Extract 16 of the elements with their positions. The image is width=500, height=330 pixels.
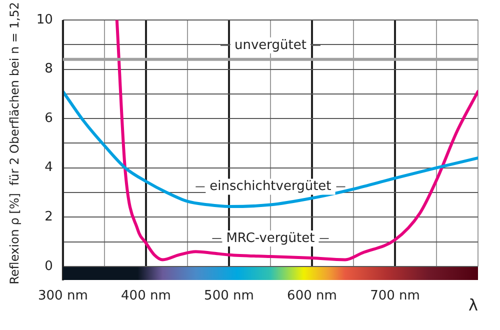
x-tick-label: 600 nm xyxy=(287,288,337,304)
y-tick-label: 6 xyxy=(44,110,53,126)
y-tick-label: 4 xyxy=(44,160,53,176)
y-tick-label: 2 xyxy=(44,209,53,224)
y-tick-label: 8 xyxy=(44,62,53,77)
x-tick-label: 500 nm xyxy=(204,288,254,304)
x-tick-label: 700 nm xyxy=(370,288,420,304)
x-tick-label: 400 nm xyxy=(121,288,171,304)
x-axis-title: λ xyxy=(468,296,478,315)
series-label: MRC-vergütet xyxy=(226,230,315,246)
y-axis-title: Reflexion ρ [%] für 2 Oberflächen bei n = 1,52 xyxy=(7,2,22,284)
ref-line-label: unvergütet xyxy=(234,38,306,53)
x-tick-label: 300 nm xyxy=(38,288,88,304)
y-tick-label: 10 xyxy=(36,12,53,28)
series-label: einschichtvergütet xyxy=(210,179,332,194)
y-tick-label: 0 xyxy=(44,258,53,274)
